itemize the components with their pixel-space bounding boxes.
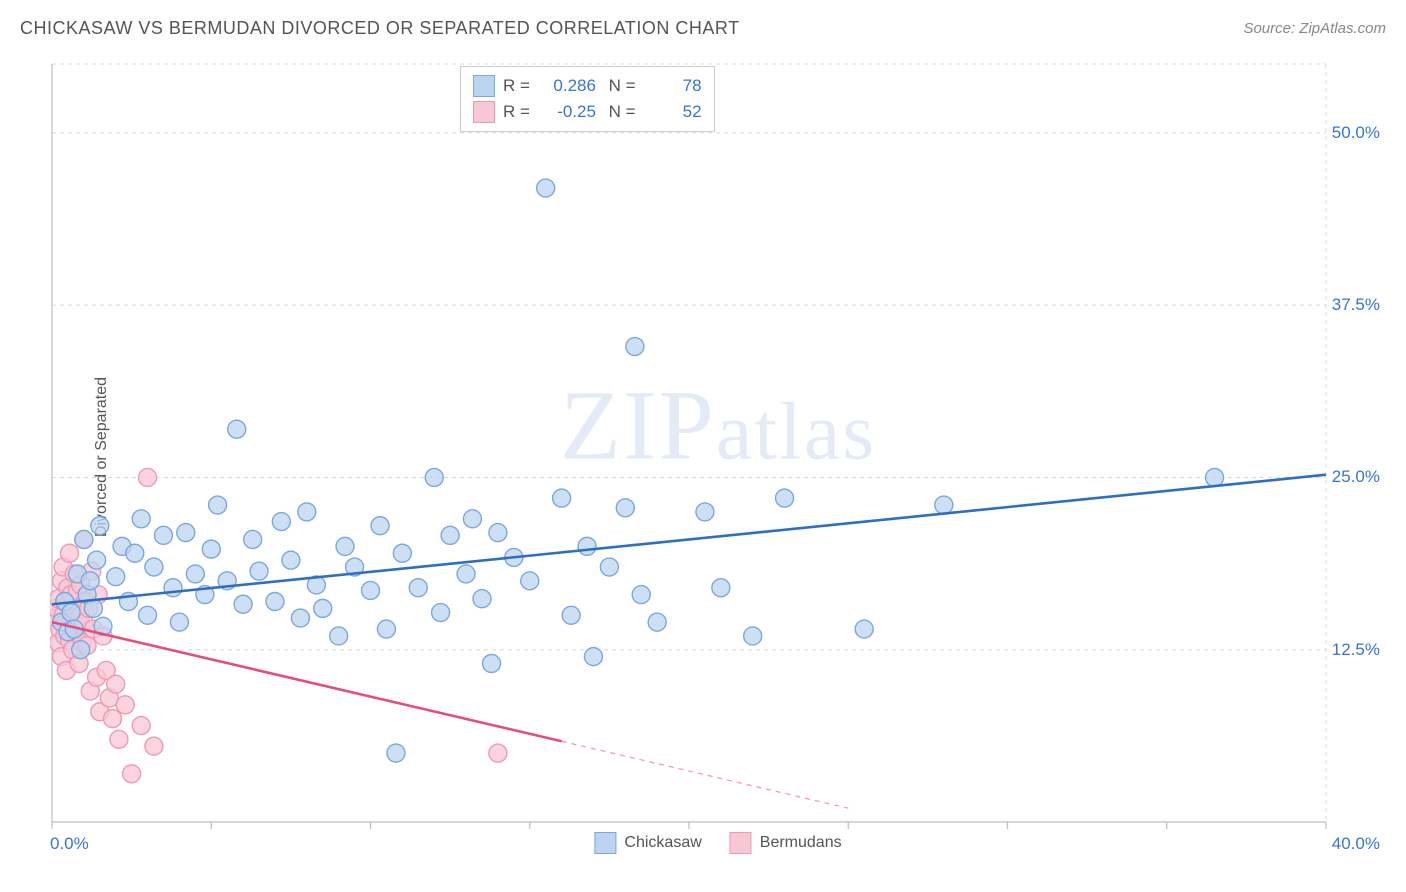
- y-tick-label: 25.0%: [1332, 467, 1380, 487]
- chart-header: CHICKASAW VS BERMUDAN DIVORCED OR SEPARA…: [20, 18, 1386, 39]
- x-axis-min-label: 0.0%: [50, 834, 89, 854]
- n-label: N =: [604, 102, 636, 122]
- n-value-1: 52: [644, 102, 702, 122]
- y-tick-label: 12.5%: [1332, 640, 1380, 660]
- legend-stats-row-0: R = 0.286 N = 78: [473, 73, 702, 99]
- r-label: R =: [503, 76, 530, 96]
- scatter-plot: [50, 62, 1386, 852]
- swatch-series-1: [473, 101, 495, 123]
- legend-swatch-0: [594, 832, 616, 854]
- legend-swatch-1: [730, 832, 752, 854]
- legend-stats-box: R = 0.286 N = 78 R = -0.25 N = 52: [460, 66, 715, 132]
- legend-label-1: Bermudans: [760, 834, 842, 852]
- r-value-0: 0.286: [538, 76, 596, 96]
- chart-area: Divorced or Separated ZIPatlas R = 0.286…: [50, 62, 1386, 852]
- y-tick-label: 37.5%: [1332, 295, 1380, 315]
- r-value-1: -0.25: [538, 102, 596, 122]
- r-label: R =: [503, 102, 530, 122]
- legend-stats-row-1: R = -0.25 N = 52: [473, 99, 702, 125]
- source-attribution: Source: ZipAtlas.com: [1243, 20, 1386, 37]
- x-axis-max-label: 40.0%: [1332, 834, 1380, 854]
- legend-item-0: Chickasaw: [594, 832, 701, 854]
- legend-label-0: Chickasaw: [624, 834, 701, 852]
- chart-title: CHICKASAW VS BERMUDAN DIVORCED OR SEPARA…: [20, 18, 740, 39]
- y-tick-label: 50.0%: [1332, 123, 1380, 143]
- swatch-series-0: [473, 75, 495, 97]
- n-value-0: 78: [644, 76, 702, 96]
- n-label: N =: [604, 76, 636, 96]
- legend-item-1: Bermudans: [730, 832, 842, 854]
- legend-bottom: Chickasaw Bermudans: [594, 832, 841, 854]
